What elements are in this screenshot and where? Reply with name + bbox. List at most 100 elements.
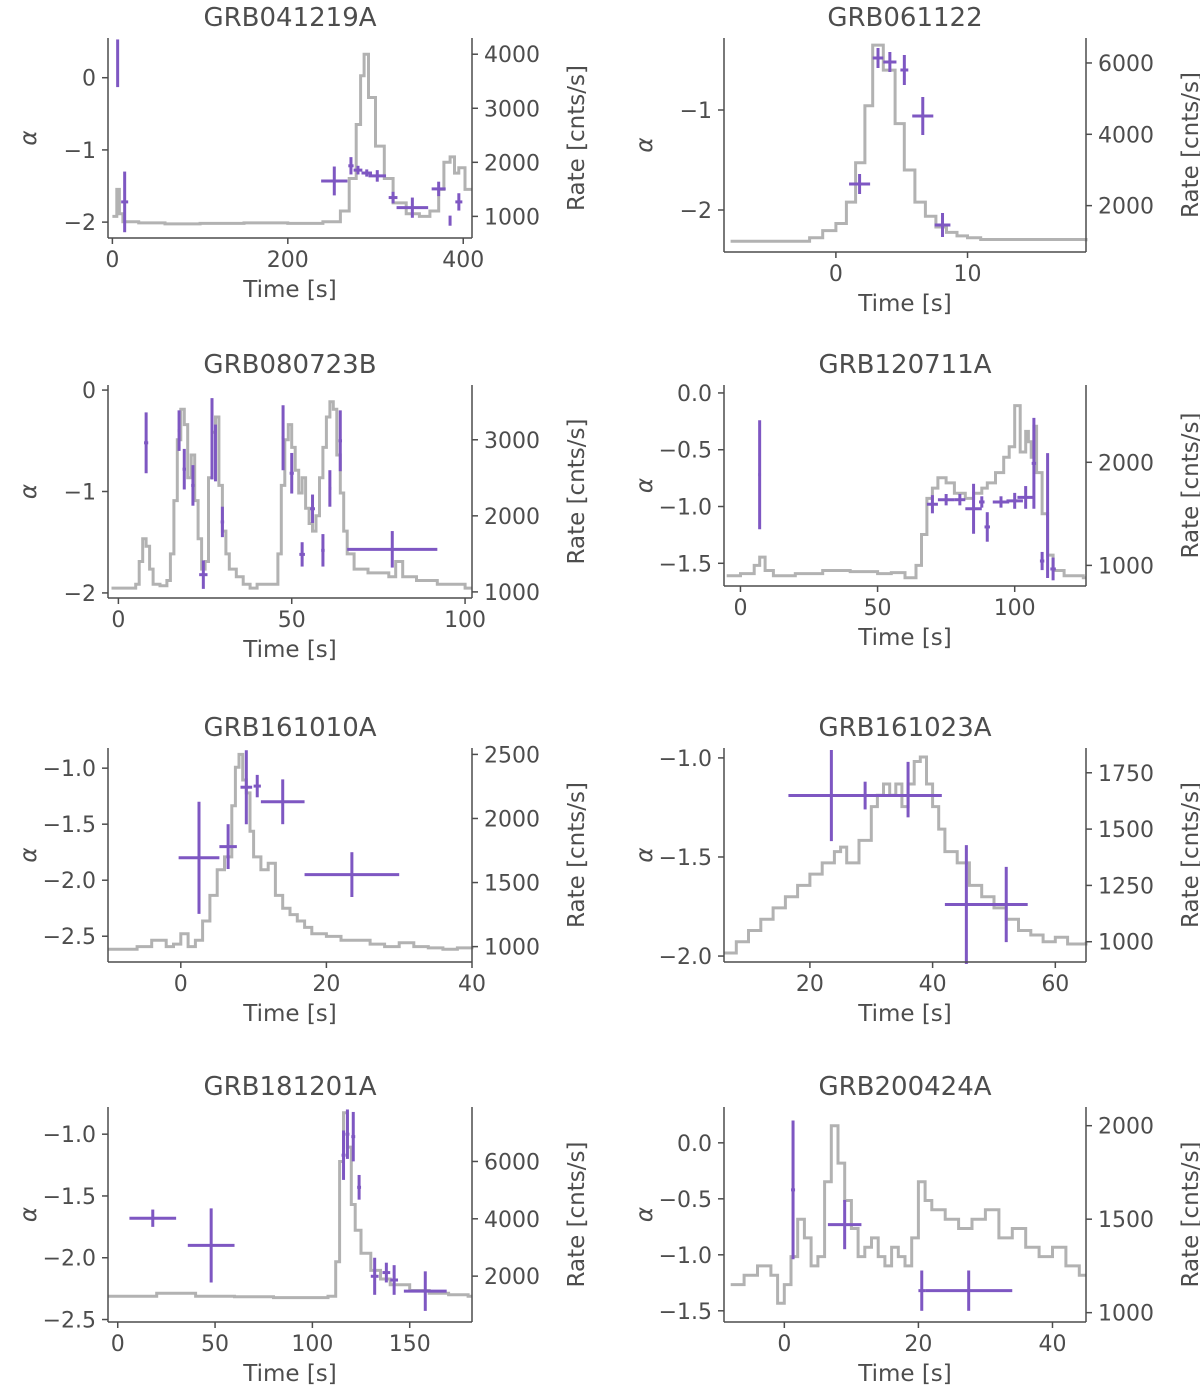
alpha-point [1031, 417, 1037, 509]
y-axis-label: α [632, 847, 658, 862]
x-tick-label: 20 [312, 972, 340, 997]
x-tick-label: 20 [904, 1332, 932, 1357]
y2-tick-label: 3000 [484, 429, 540, 454]
y-axis-label: α [16, 1207, 42, 1222]
alpha-point [906, 761, 910, 818]
y2-tick-label: 6000 [484, 1150, 540, 1175]
y-tick-label: −2.0 [43, 869, 96, 894]
x-axis-label: Time [s] [857, 1001, 952, 1027]
x-tick-label: 0 [777, 1332, 791, 1357]
alpha-point [1050, 557, 1056, 581]
alpha-point [979, 496, 985, 508]
alpha-point [984, 866, 1028, 943]
alpha-point [1017, 486, 1034, 509]
x-tick-label: 20 [796, 972, 824, 997]
y2-tick-label: 2000 [484, 807, 540, 832]
x-axis-label: Time [s] [857, 625, 952, 651]
alpha-point [353, 165, 363, 175]
y2-axis-label: Rate [cnts/s] [564, 1142, 590, 1288]
alpha-point [347, 531, 438, 568]
alpha-point [900, 55, 909, 85]
y2-tick-label: 4000 [484, 43, 540, 68]
alpha-point [918, 1270, 926, 1311]
alpha-point [883, 52, 897, 72]
y2-tick-label: 1000 [1098, 554, 1154, 579]
rate-lightcurve [112, 52, 472, 226]
alpha-point [210, 398, 214, 480]
alpha-point [455, 193, 463, 211]
x-tick-label: 50 [278, 608, 306, 633]
y2-axis-label: Rate [cnts/s] [1178, 72, 1200, 218]
alpha-point [253, 774, 261, 798]
alpha-point [361, 169, 373, 177]
alpha-point [448, 215, 452, 226]
alpha-point [937, 494, 955, 506]
y-axis-label: α [16, 847, 42, 862]
y-tick-label: −0.5 [659, 439, 712, 464]
rate-lightcurve [726, 404, 1086, 580]
y-tick-label: −1.0 [659, 1244, 712, 1269]
y-tick-label: −1.0 [659, 496, 712, 521]
alpha-point [304, 852, 400, 898]
alpha-point [984, 512, 991, 542]
y2-tick-label: 1500 [1098, 1208, 1154, 1233]
y-axis-label: α [632, 137, 658, 152]
alpha-point [281, 405, 285, 471]
alpha-point [299, 542, 305, 567]
x-axis-label: Time [s] [242, 1001, 337, 1027]
alpha-point [1006, 492, 1023, 509]
y-tick-label: 0.0 [677, 382, 712, 407]
rate-lightcurve [724, 755, 1088, 955]
alpha-point [758, 420, 762, 530]
y2-tick-label: 1500 [484, 872, 540, 897]
alpha-point [351, 1111, 356, 1162]
alpha-point [954, 494, 966, 506]
panel-title: GRB200424A [818, 1072, 991, 1102]
alpha-point [178, 801, 220, 914]
y-tick-label: −1 [64, 139, 96, 164]
alpha-point [872, 48, 884, 68]
alpha-point [310, 494, 315, 523]
alpha-point [260, 779, 305, 825]
x-tick-label: 50 [201, 1332, 229, 1357]
y2-tick-label: 2000 [1098, 1115, 1154, 1140]
alpha-point [321, 166, 348, 196]
alpha-point [992, 496, 1010, 508]
y2-tick-label: 1750 [1098, 762, 1154, 787]
alpha-point [1046, 453, 1050, 579]
alpha-point [912, 97, 934, 135]
x-tick-label: 100 [444, 608, 486, 633]
y-tick-label: −2 [64, 582, 96, 607]
alpha-point [403, 1271, 447, 1311]
y2-axis-label: Rate [cnts/s] [1178, 782, 1200, 928]
panel-title: GRB181201A [203, 1072, 376, 1102]
x-tick-label: 0 [105, 248, 119, 273]
alpha-point [926, 495, 938, 514]
y2-tick-label: 1000 [484, 205, 540, 230]
alpha-point [144, 412, 149, 474]
alpha-point [289, 452, 294, 494]
alpha-point [357, 1174, 362, 1200]
panel-grb200424a: GRB200424A 0 20 40 0.0 −0.5 −1.0 −1.5 1000 1500 20… [632, 1072, 1200, 1387]
x-axis-label: Time [s] [857, 291, 952, 317]
y2-tick-label: 6000 [1098, 52, 1154, 77]
alpha-point [388, 191, 398, 204]
y2-axis-label: Rate [cnts/s] [1178, 1142, 1200, 1288]
x-tick-label: 400 [442, 248, 484, 273]
y-axis-label: α [16, 484, 42, 499]
alpha-point [338, 410, 342, 472]
y-tick-label: −2 [680, 199, 712, 224]
y2-tick-label: 2000 [1098, 451, 1154, 476]
y-tick-label: −1.5 [43, 1185, 96, 1210]
x-tick-label: 0 [111, 1332, 125, 1357]
panel-title: GRB161010A [203, 713, 376, 743]
x-axis-label: Time [s] [242, 277, 337, 303]
x-axis-label: Time [s] [857, 1361, 952, 1387]
y-tick-label: −1.5 [659, 846, 712, 871]
alpha-point [396, 197, 429, 218]
x-tick-label: 0 [733, 596, 747, 621]
panel-grb120711a: GRB120711A 0 50 100 0.0 −0.5 −1.0 −1.5 1000 2000 T… [632, 350, 1200, 651]
alpha-point [849, 174, 871, 194]
rate-lightcurve [108, 752, 474, 951]
